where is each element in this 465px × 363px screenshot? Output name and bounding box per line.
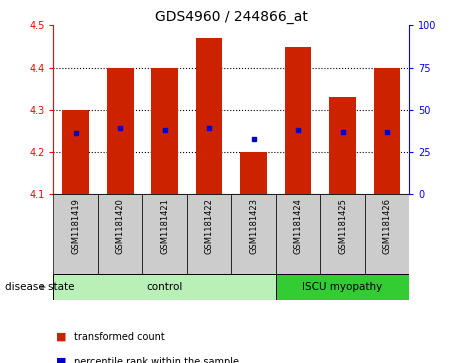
Bar [151,68,178,194]
Bar [53,194,98,274]
Bar [373,68,400,194]
Title: GDS4960 / 244866_at: GDS4960 / 244866_at [155,11,308,24]
Text: disease state: disease state [5,282,74,292]
Bar [365,194,409,274]
Bar [142,194,187,274]
Text: GSM1181423: GSM1181423 [249,198,258,254]
Text: ■: ■ [56,357,66,363]
Bar [285,46,312,194]
Text: transformed count: transformed count [74,331,165,342]
Text: GSM1181425: GSM1181425 [338,198,347,254]
Text: GSM1181419: GSM1181419 [71,198,80,254]
Text: GSM1181420: GSM1181420 [116,198,125,254]
Bar [53,274,276,300]
Bar [320,194,365,274]
Text: GSM1181426: GSM1181426 [383,198,392,254]
Bar [232,194,276,274]
Bar [107,68,133,194]
Bar [98,194,142,274]
Text: control: control [146,282,183,292]
Text: GSM1181422: GSM1181422 [205,198,213,254]
Bar [240,152,267,194]
Text: GSM1181421: GSM1181421 [160,198,169,254]
Bar [276,194,320,274]
Bar [187,194,232,274]
Text: ■: ■ [56,331,66,342]
Text: ISCU myopathy: ISCU myopathy [302,282,383,292]
Text: percentile rank within the sample: percentile rank within the sample [74,357,239,363]
Text: GSM1181424: GSM1181424 [293,198,303,254]
Bar [329,97,356,194]
Bar [276,274,409,300]
Bar [62,110,89,194]
Bar [196,38,222,194]
